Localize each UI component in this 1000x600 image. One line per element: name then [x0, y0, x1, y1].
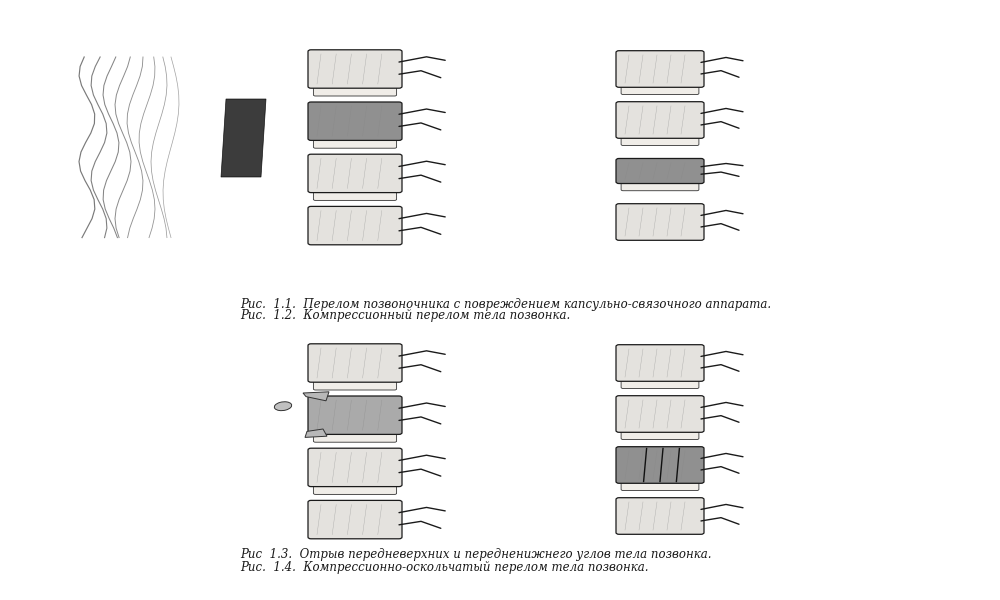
FancyBboxPatch shape — [616, 446, 704, 484]
FancyBboxPatch shape — [308, 344, 402, 382]
FancyBboxPatch shape — [313, 485, 397, 494]
FancyBboxPatch shape — [313, 139, 397, 148]
Polygon shape — [303, 392, 329, 401]
Text: Рис  1.3.  Отрыв передневерхних и передненижнего углов тела позвонка.: Рис 1.3. Отрыв передневерхних и переднен… — [240, 548, 712, 561]
FancyBboxPatch shape — [308, 396, 402, 434]
FancyBboxPatch shape — [621, 380, 699, 389]
FancyBboxPatch shape — [308, 102, 402, 140]
FancyBboxPatch shape — [616, 101, 704, 138]
FancyBboxPatch shape — [616, 158, 704, 184]
FancyBboxPatch shape — [308, 500, 402, 539]
FancyBboxPatch shape — [308, 448, 402, 487]
FancyBboxPatch shape — [621, 86, 699, 94]
FancyBboxPatch shape — [313, 433, 397, 442]
FancyBboxPatch shape — [616, 203, 704, 240]
FancyBboxPatch shape — [313, 381, 397, 390]
FancyBboxPatch shape — [308, 206, 402, 245]
FancyBboxPatch shape — [616, 51, 704, 87]
Text: Рис.  1.2.  Компрессионный перелом тела позвонка.: Рис. 1.2. Компрессионный перелом тела по… — [240, 309, 570, 322]
FancyBboxPatch shape — [621, 431, 699, 439]
FancyBboxPatch shape — [313, 87, 397, 96]
FancyBboxPatch shape — [308, 50, 402, 88]
FancyBboxPatch shape — [621, 482, 699, 491]
FancyBboxPatch shape — [308, 154, 402, 193]
FancyBboxPatch shape — [621, 182, 699, 191]
FancyBboxPatch shape — [616, 344, 704, 382]
Polygon shape — [305, 429, 327, 437]
FancyBboxPatch shape — [616, 498, 704, 535]
FancyBboxPatch shape — [616, 396, 704, 432]
FancyBboxPatch shape — [313, 191, 397, 200]
FancyBboxPatch shape — [621, 137, 699, 145]
Ellipse shape — [274, 402, 292, 410]
Text: Рис.  1.1.  Перелом позвоночника с повреждением капсульно-связочного аппарата.: Рис. 1.1. Перелом позвоночника с поврежд… — [240, 298, 771, 311]
Text: Рис.  1.4.  Компрессионно-оскольчатый перелом тела позвонка.: Рис. 1.4. Компрессионно-оскольчатый пере… — [240, 561, 648, 574]
Polygon shape — [221, 99, 266, 177]
